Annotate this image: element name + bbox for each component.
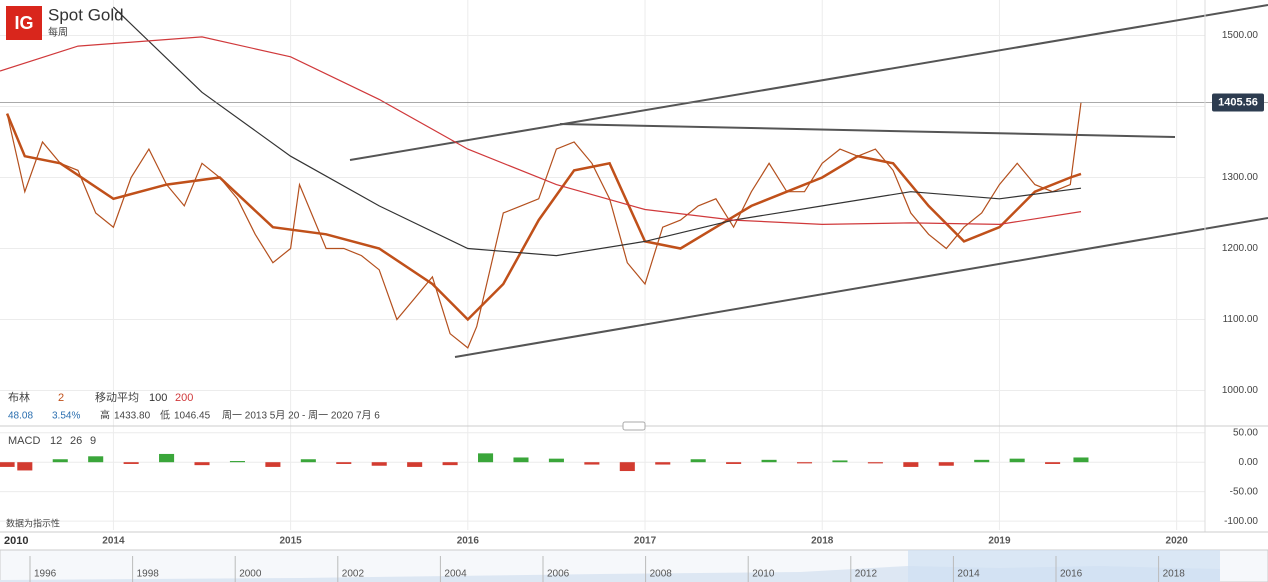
indicator-label: 布林 [8, 390, 30, 404]
title: Spot Gold [48, 5, 124, 24]
last-price-box [1212, 93, 1264, 112]
histogram-bar [726, 462, 742, 464]
navigator-selection[interactable] [908, 550, 1220, 582]
date-range: 周一 2013 5月 20 - 周一 2020 7月 6 [222, 410, 380, 422]
histogram-bar [513, 457, 529, 463]
navigator-year: 2004 [444, 569, 467, 580]
navigator-year: 2014 [957, 569, 980, 580]
y-tick-label: -100.00 [1224, 516, 1258, 527]
series-line [112, 6, 1082, 257]
series-line [5, 113, 1082, 322]
histogram-bar [88, 456, 104, 463]
indicator-label: 移动平均 [95, 391, 139, 404]
high: 1433.80 [114, 411, 151, 422]
x-tick-label: 2020 [1166, 536, 1189, 547]
histogram-bar [761, 459, 777, 463]
histogram-bar [229, 461, 245, 463]
x-tick-label: 2014 [102, 536, 125, 547]
navigator-year: 1998 [137, 569, 160, 580]
histogram-bar [1045, 462, 1061, 464]
y-tick-label: 0.00 [1239, 457, 1259, 468]
histogram-bar [1009, 458, 1025, 463]
navigator-year: 2010 [752, 569, 775, 580]
plot [0, 6, 1268, 472]
y-tick-label: 1300.00 [1222, 172, 1259, 183]
resize-handle[interactable] [622, 421, 646, 431]
navigator-year: 2018 [1163, 569, 1186, 580]
macd-param: 9 [90, 435, 96, 447]
logo [6, 6, 42, 40]
histogram-bar [52, 459, 68, 463]
y-tick-label: 50.00 [1233, 427, 1258, 438]
histogram-bar [690, 459, 706, 463]
y-tick-label: 1000.00 [1222, 385, 1259, 396]
macd-param: 26 [70, 435, 82, 447]
histogram-bar [159, 453, 175, 463]
histogram-bar [655, 462, 671, 465]
series-line [0, 36, 1082, 226]
histogram-bar [0, 462, 15, 467]
series-line [6, 102, 1082, 349]
histogram-bar [300, 459, 316, 463]
histogram-bar [584, 462, 600, 465]
indicator-param: 100 [149, 392, 167, 404]
change-pct: 3.54% [52, 411, 80, 422]
histogram-bar [1073, 457, 1089, 463]
histogram-bar [194, 462, 210, 466]
x-tick-label: 2019 [988, 536, 1011, 547]
navigator-year: 1996 [34, 569, 57, 580]
x-tick-label: 2018 [811, 536, 834, 547]
trend-line [349, 4, 1268, 161]
histogram-bar [974, 459, 990, 463]
subtitle: 每周 [48, 26, 68, 39]
navigator-year: 2008 [650, 569, 673, 580]
logo-text: IG [14, 13, 33, 33]
histogram-bar [548, 458, 564, 463]
trend-line [454, 217, 1268, 358]
footnote: 数据为指示性 [6, 517, 60, 528]
navigator-year: 2002 [342, 569, 365, 580]
last-price-label: 1405.56 [1218, 96, 1258, 108]
histogram-bar [832, 460, 848, 463]
macd-label: MACD [8, 435, 40, 447]
trend-line [559, 123, 1176, 138]
navigator-years: 1996 1998 2000 2002 2004 2006 2008 2010 2012 2014… [29, 556, 1186, 582]
y-tick-label: -50.00 [1230, 486, 1259, 497]
low-label: 低 [160, 409, 170, 422]
x-tick-label: 2017 [634, 536, 657, 547]
histogram-bar [619, 462, 635, 472]
histogram-bar [796, 462, 813, 464]
histogram-bar [265, 462, 281, 467]
y-tick-label: 1100.00 [1223, 314, 1259, 325]
histogram-bar [938, 462, 954, 466]
y-tick-label: 1200.00 [1222, 243, 1259, 254]
histogram-bar [336, 462, 352, 464]
y-tick-label: 1500.00 [1222, 30, 1259, 41]
grid [0, 0, 1205, 530]
indicator-param: 200 [175, 392, 193, 404]
histogram-bar [867, 462, 883, 464]
x-tick-label: 2015 [279, 536, 302, 547]
high-label: 高 [100, 409, 110, 422]
start-label: 2010 [4, 535, 28, 547]
navigator-year: 2006 [547, 569, 570, 580]
histogram-bar [407, 462, 423, 467]
histogram-bar [123, 462, 139, 464]
histogram-bar [371, 462, 387, 466]
macd-param: 12 [50, 435, 62, 447]
histogram-bar [903, 462, 919, 467]
indicator-param: 2 [58, 392, 64, 404]
histogram-bar [442, 462, 458, 466]
histogram-bar [478, 453, 494, 463]
x-tick-label: 2016 [457, 536, 480, 547]
low: 1046.45 [174, 411, 211, 422]
change: 48.08 [8, 411, 33, 422]
navigator-year: 2016 [1060, 569, 1083, 580]
histogram-bar [17, 462, 33, 471]
navigator-year: 2000 [239, 569, 262, 580]
navigator-year: 2012 [855, 569, 878, 580]
